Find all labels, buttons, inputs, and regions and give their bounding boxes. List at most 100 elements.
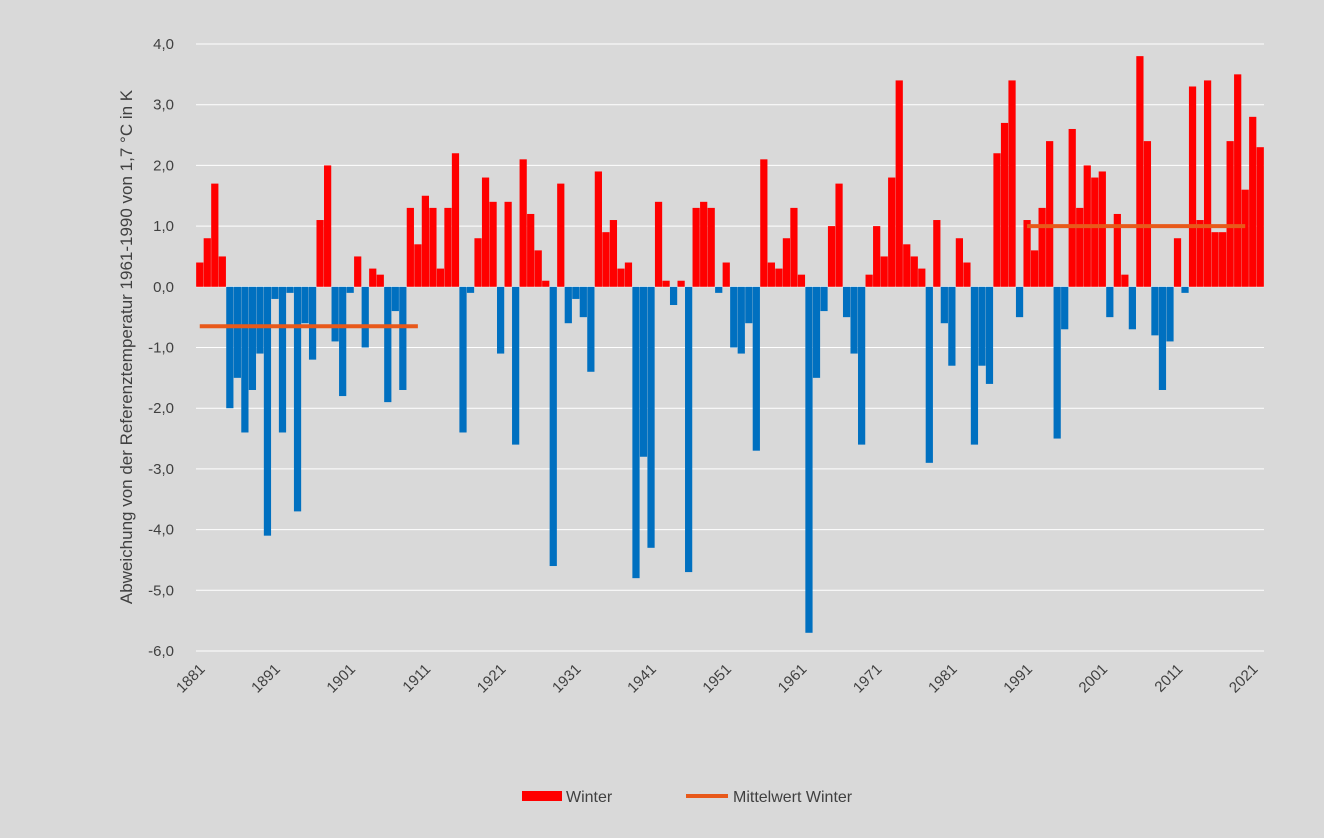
bar <box>1000 122 1009 287</box>
y-tick-label: -4,0 <box>148 522 174 539</box>
bar <box>790 207 798 287</box>
bar <box>218 256 226 287</box>
bar <box>572 286 580 299</box>
bar <box>248 286 257 390</box>
bar <box>474 238 482 287</box>
bar <box>1256 147 1264 287</box>
bar <box>1219 232 1227 287</box>
bar <box>918 268 926 287</box>
bar <box>324 165 332 287</box>
legend: Winter Mittelwert Winter <box>522 789 853 806</box>
y-tick-label: 1,0 <box>153 218 174 235</box>
bar <box>346 286 354 293</box>
bar <box>903 244 911 287</box>
bar <box>399 286 407 390</box>
bar <box>1008 80 1016 287</box>
bar <box>241 286 249 433</box>
bar <box>466 286 475 293</box>
bar <box>654 201 663 287</box>
bar <box>1188 86 1197 287</box>
bar <box>308 286 317 360</box>
bar <box>873 226 881 287</box>
bar <box>617 268 625 287</box>
bar <box>1234 74 1242 287</box>
bar <box>429 207 437 287</box>
y-axis-title: Abweichung von der Referenztemperatur 19… <box>117 89 136 604</box>
bar <box>1158 286 1167 390</box>
bar <box>1151 286 1159 336</box>
bar <box>1038 207 1046 287</box>
bar <box>1046 141 1054 287</box>
bar <box>271 286 279 299</box>
bar <box>339 286 347 397</box>
bar <box>1106 286 1114 318</box>
bar <box>955 238 963 287</box>
bar <box>406 207 414 287</box>
bar <box>760 159 768 287</box>
y-tick-label: 2,0 <box>153 157 174 174</box>
bar <box>752 286 760 451</box>
bar <box>948 286 956 366</box>
bar <box>459 286 467 433</box>
gridlines <box>196 43 1264 652</box>
bar <box>436 268 445 287</box>
bar <box>504 201 512 287</box>
bar <box>1211 232 1219 287</box>
bar <box>1203 80 1212 287</box>
bar <box>1068 128 1076 287</box>
bar <box>391 286 399 312</box>
bar <box>354 256 362 287</box>
legend-label-winter: Winter <box>566 789 613 806</box>
y-tick-label: 0,0 <box>153 279 174 296</box>
bar <box>451 153 460 287</box>
bar <box>331 286 339 342</box>
bar <box>835 183 843 287</box>
bar <box>933 220 941 287</box>
y-tick-label: -6,0 <box>148 643 174 660</box>
bar <box>564 286 572 324</box>
bar <box>542 280 550 287</box>
bar <box>421 195 429 287</box>
bar <box>963 262 971 287</box>
bar <box>1226 141 1234 287</box>
bar <box>196 262 204 287</box>
bar <box>301 286 309 324</box>
bar <box>594 171 602 287</box>
bar <box>497 286 505 354</box>
bar <box>797 274 806 287</box>
bar <box>414 244 422 287</box>
bar <box>888 177 896 287</box>
bar <box>534 250 542 287</box>
bar <box>1249 116 1257 287</box>
bar <box>1166 286 1174 342</box>
bar <box>647 286 655 548</box>
y-tick-label: 4,0 <box>153 36 174 53</box>
bar <box>489 201 497 287</box>
bar <box>512 286 520 445</box>
bar <box>444 207 452 287</box>
y-tick-label: -2,0 <box>148 400 174 417</box>
bar <box>812 286 821 378</box>
bar <box>211 183 219 287</box>
bar <box>782 238 791 287</box>
bar <box>767 262 775 287</box>
bar <box>715 286 723 293</box>
bar <box>692 207 700 287</box>
bar <box>1173 238 1182 287</box>
bar <box>481 177 490 287</box>
bar <box>1015 286 1024 318</box>
bar <box>745 286 753 324</box>
bar <box>1241 189 1249 287</box>
bar <box>850 286 858 354</box>
bar <box>1196 220 1204 287</box>
bar <box>632 286 640 579</box>
bar <box>993 153 1001 287</box>
bar <box>1121 274 1129 287</box>
bar <box>910 256 918 287</box>
bar <box>602 232 610 287</box>
bar <box>1031 250 1039 287</box>
bar <box>293 286 302 512</box>
bar <box>858 286 866 445</box>
bar <box>940 286 948 324</box>
bar <box>286 286 294 293</box>
